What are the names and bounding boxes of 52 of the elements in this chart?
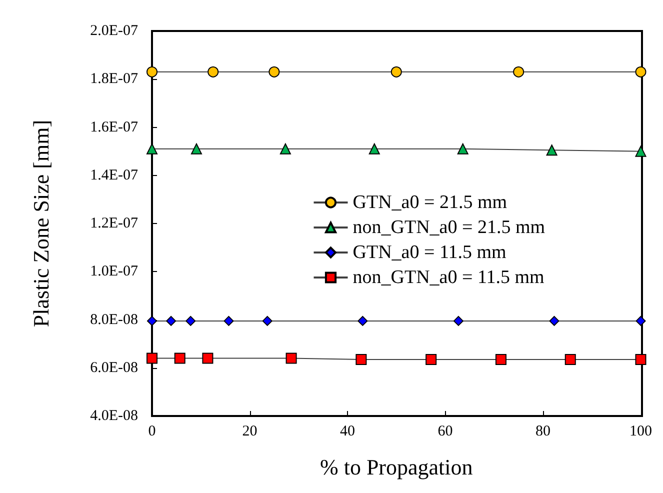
legend-label: GTN_a0 = 21.5 mm — [352, 192, 508, 213]
legend-label: GTN_a0 = 11.5 mm — [352, 242, 507, 263]
y-tick-label: 1.4E-07 — [90, 167, 138, 184]
x-tick-label: 100 — [630, 424, 652, 440]
point — [358, 316, 368, 326]
y-tick-label: 8.0E-08 — [90, 312, 138, 328]
point — [513, 66, 524, 78]
y-tick-label: 2.0E-07 — [90, 23, 138, 39]
y-tick-label: 6.0E-08 — [90, 360, 138, 376]
point — [174, 352, 186, 364]
point — [208, 66, 219, 78]
y-tick-label: 1.2E-07 — [90, 216, 138, 232]
point — [549, 316, 560, 326]
point — [262, 316, 272, 326]
point — [147, 316, 157, 326]
x-tick-label: 80 — [536, 424, 550, 440]
point — [356, 354, 367, 365]
y-tick-label: 1.6E-07 — [90, 119, 138, 136]
point — [146, 143, 158, 154]
point — [202, 352, 214, 364]
y-axis-title: Plastic Zone Size [mm] — [28, 120, 54, 328]
x-axis-title: % to Propagation — [320, 454, 473, 480]
y-tick-label: 1.8E-07 — [90, 71, 138, 88]
legend-label: non_GTN_a0 = 11.5 mm — [352, 267, 545, 288]
point — [453, 316, 464, 326]
point — [635, 66, 646, 78]
point — [146, 352, 158, 364]
point — [280, 143, 291, 154]
point — [390, 66, 402, 78]
x-tick-label: 40 — [340, 424, 355, 440]
point — [186, 316, 196, 326]
point — [564, 354, 576, 365]
point — [546, 144, 558, 156]
legend-label: non_GTN_a0 = 21.5 mm — [352, 217, 546, 238]
point — [146, 66, 158, 78]
point — [457, 143, 468, 154]
point — [636, 316, 646, 326]
point — [268, 66, 280, 78]
x-tick-label: 60 — [438, 424, 453, 440]
y-tick-label: 1.0E-07 — [90, 264, 138, 280]
point — [635, 146, 646, 157]
y-tick-label: 4.0E-08 — [90, 408, 138, 424]
point — [495, 354, 506, 365]
point — [426, 354, 437, 365]
x-tick-label: 0 — [148, 424, 156, 440]
point — [286, 352, 297, 364]
point — [166, 316, 176, 326]
x-tick-label: 20 — [242, 424, 258, 440]
point — [190, 143, 202, 154]
point — [635, 354, 646, 365]
point — [224, 316, 234, 326]
point — [368, 143, 380, 154]
